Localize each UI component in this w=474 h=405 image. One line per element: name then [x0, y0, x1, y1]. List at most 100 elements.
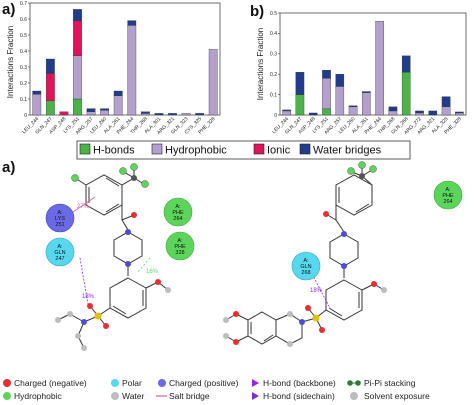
residue-phe-264: A: PHE 264 — [433, 180, 463, 210]
chart-a-bar-arg-321-water-bridges — [168, 113, 177, 116]
benzene-ring-top — [85, 174, 123, 216]
chart-b-bar-leu-260-hydrophobic — [348, 106, 358, 116]
legend-label-water-bridges: Water bridges — [313, 145, 382, 157]
svg-text:A:: A: — [177, 238, 183, 244]
chart-a-bar-gln-247-ionic — [45, 73, 55, 101]
chart-a-bar-lys-251-h-bonds — [73, 98, 82, 116]
chart-a-ytick-label: 0.7 — [20, 1, 27, 7]
chart-a-bar-cys-325-water-bridges — [195, 113, 205, 116]
chart-a-bar-gln-323-hydrophobic — [181, 113, 191, 116]
chart-a-bar-thr-268-hydrophobic — [140, 113, 150, 116]
chart-b-bar-ala-325-hydrophobic — [441, 106, 451, 116]
percent-label: 27% — [77, 204, 90, 210]
methoxy-oxygen — [371, 281, 377, 287]
chart-b-bar-arg-257-hydrophobic — [335, 86, 345, 116]
legend: H-bonds Hydrophobic Ionic Water bridges — [76, 140, 411, 160]
sulfonyl-oxygen — [87, 303, 93, 309]
svg-text:328: 328 — [175, 250, 184, 256]
sulfur-atom — [94, 312, 102, 320]
key-hbond-sidechain-icon — [252, 392, 259, 400]
nitrogen-atom — [125, 261, 131, 267]
interaction-diagram-b: 18% A: GLN 268 A: PHE 264 — [223, 161, 463, 347]
ethyl-carbon — [81, 345, 87, 351]
chart-b-bar-phe-264-hydrophobic — [375, 20, 384, 116]
chart-b-bar-gln-247-water-bridges — [295, 71, 305, 95]
chart-b: 00.10.20.30.40.5LEU_244GLN_247ASP_248LYS… — [270, 11, 467, 136]
hbond-line — [79, 257, 89, 305]
interaction-diagram-a: a) — [2, 159, 195, 351]
chart-b-bar-arg-321-water-bridges — [428, 110, 438, 116]
chart-a-ytick-label: 0.5 — [20, 33, 27, 39]
key-hbond-backbone-icon — [252, 379, 259, 387]
chart-a-bar-thr-268-water-bridges — [140, 111, 150, 114]
hbond-line — [311, 273, 331, 309]
methoxy-oxygen — [233, 339, 239, 345]
sulfur-atom — [312, 314, 320, 322]
residue-gln-268: A: GLN 268 — [291, 251, 321, 281]
chart-a-bar-ala-301-water-bridges — [154, 113, 164, 116]
dimethoxy-benzene-ring — [247, 311, 277, 345]
key-solvent: Solvent exposure — [364, 391, 430, 401]
carbonyl-oxygen — [323, 211, 329, 217]
chart-a-bar-lys-251-hydrophobic — [73, 55, 82, 100]
svg-text:A:: A: — [57, 244, 63, 250]
chart-b-bar-leu-244-hydrophobic — [282, 110, 291, 116]
key-charged-negative: Charged (negative) — [14, 378, 87, 388]
svg-text:264: 264 — [443, 199, 452, 205]
chart-a-ytick-label: 0.4 — [20, 49, 27, 55]
residue-phe-264: A: PHE 264 — [163, 197, 193, 227]
sulfonyl-oxygen — [103, 323, 109, 329]
methoxy-oxygen — [233, 311, 239, 317]
fluorine-atom — [141, 180, 149, 188]
chart-b-bar-asp-248-water-bridges — [308, 112, 318, 116]
fluorine-atom — [130, 163, 138, 171]
chart-b-ytick-label: 0 — [274, 113, 277, 119]
chart-a: 00.10.20.30.40.50.60.7LEU_244GLN_247ASP_… — [20, 1, 221, 136]
residue-lys-251: A: LYS 251 — [45, 203, 75, 233]
chart-a-bar-leu-260-hydrophobic — [100, 110, 110, 116]
chart-b-bar-thr-268-water-bridges — [388, 106, 398, 112]
ethyl-carbon — [55, 317, 61, 323]
key-hydrophobic: Hydrophobic — [14, 391, 62, 401]
molecule-a-atoms — [55, 163, 171, 351]
chart-b-bar-ala-325-water-bridges — [441, 96, 451, 108]
fluorine-atom — [119, 167, 127, 175]
chart-a-bar-gln-247-h-bonds — [45, 100, 55, 116]
chart-b-bar-gln-268-h-bonds — [401, 71, 411, 116]
chlorine-atom — [71, 174, 79, 182]
chart-a-panel-label: a) — [2, 1, 15, 18]
key-polar: Polar — [122, 378, 142, 388]
legend-label-hydrophobic: Hydrophobic — [165, 145, 227, 157]
chart-a-ylabel: Interactions Fraction — [6, 26, 15, 98]
cf3-carbon — [359, 173, 365, 179]
svg-text:268: 268 — [301, 270, 310, 276]
key-hydrophobic-icon — [3, 392, 11, 400]
chart-a-ytick-label: 0 — [24, 113, 27, 119]
chart-a-bar-ala-261-hydrophobic — [113, 95, 123, 116]
chart-b-bar-arg-257-water-bridges — [335, 74, 345, 87]
nitrogen-atom — [341, 231, 347, 237]
svg-text:PHE: PHE — [442, 193, 454, 199]
legend-label-hbonds: H-bonds — [93, 145, 135, 157]
svg-text:PHE: PHE — [174, 244, 186, 250]
cf3-carbon — [131, 175, 137, 181]
sulfonyl-oxygen — [319, 327, 325, 333]
chart-b-ytick-label: 0.4 — [270, 31, 277, 37]
sulfonyl-oxygen — [305, 305, 311, 311]
fluorine-atom — [358, 161, 366, 169]
chart-a-bar-phe-264-water-bridges — [127, 20, 137, 26]
chart-a-bar-arg-257-hydrophobic — [86, 111, 96, 116]
chart-a-bar-phe-328-hydrophobic — [208, 49, 218, 116]
chart-b-bar-ala-261-hydrophobic — [362, 92, 371, 116]
ethyl-carbon — [67, 311, 73, 317]
ring-carbon — [287, 311, 293, 317]
legend-swatch-ionic — [253, 143, 265, 155]
nitrogen-atom — [125, 229, 131, 235]
svg-text:GLN: GLN — [54, 250, 65, 256]
chart-b-bar-lys-251-water-bridges — [322, 69, 331, 79]
benzene-ring-lower — [325, 279, 363, 321]
chart-b-bar-phe-328-hydrophobic — [455, 112, 464, 116]
key-water-icon — [111, 392, 119, 400]
tetrahydroisoquinoline-ring — [275, 313, 303, 345]
chart-a-bar-lys-251-water-bridges — [73, 9, 82, 21]
